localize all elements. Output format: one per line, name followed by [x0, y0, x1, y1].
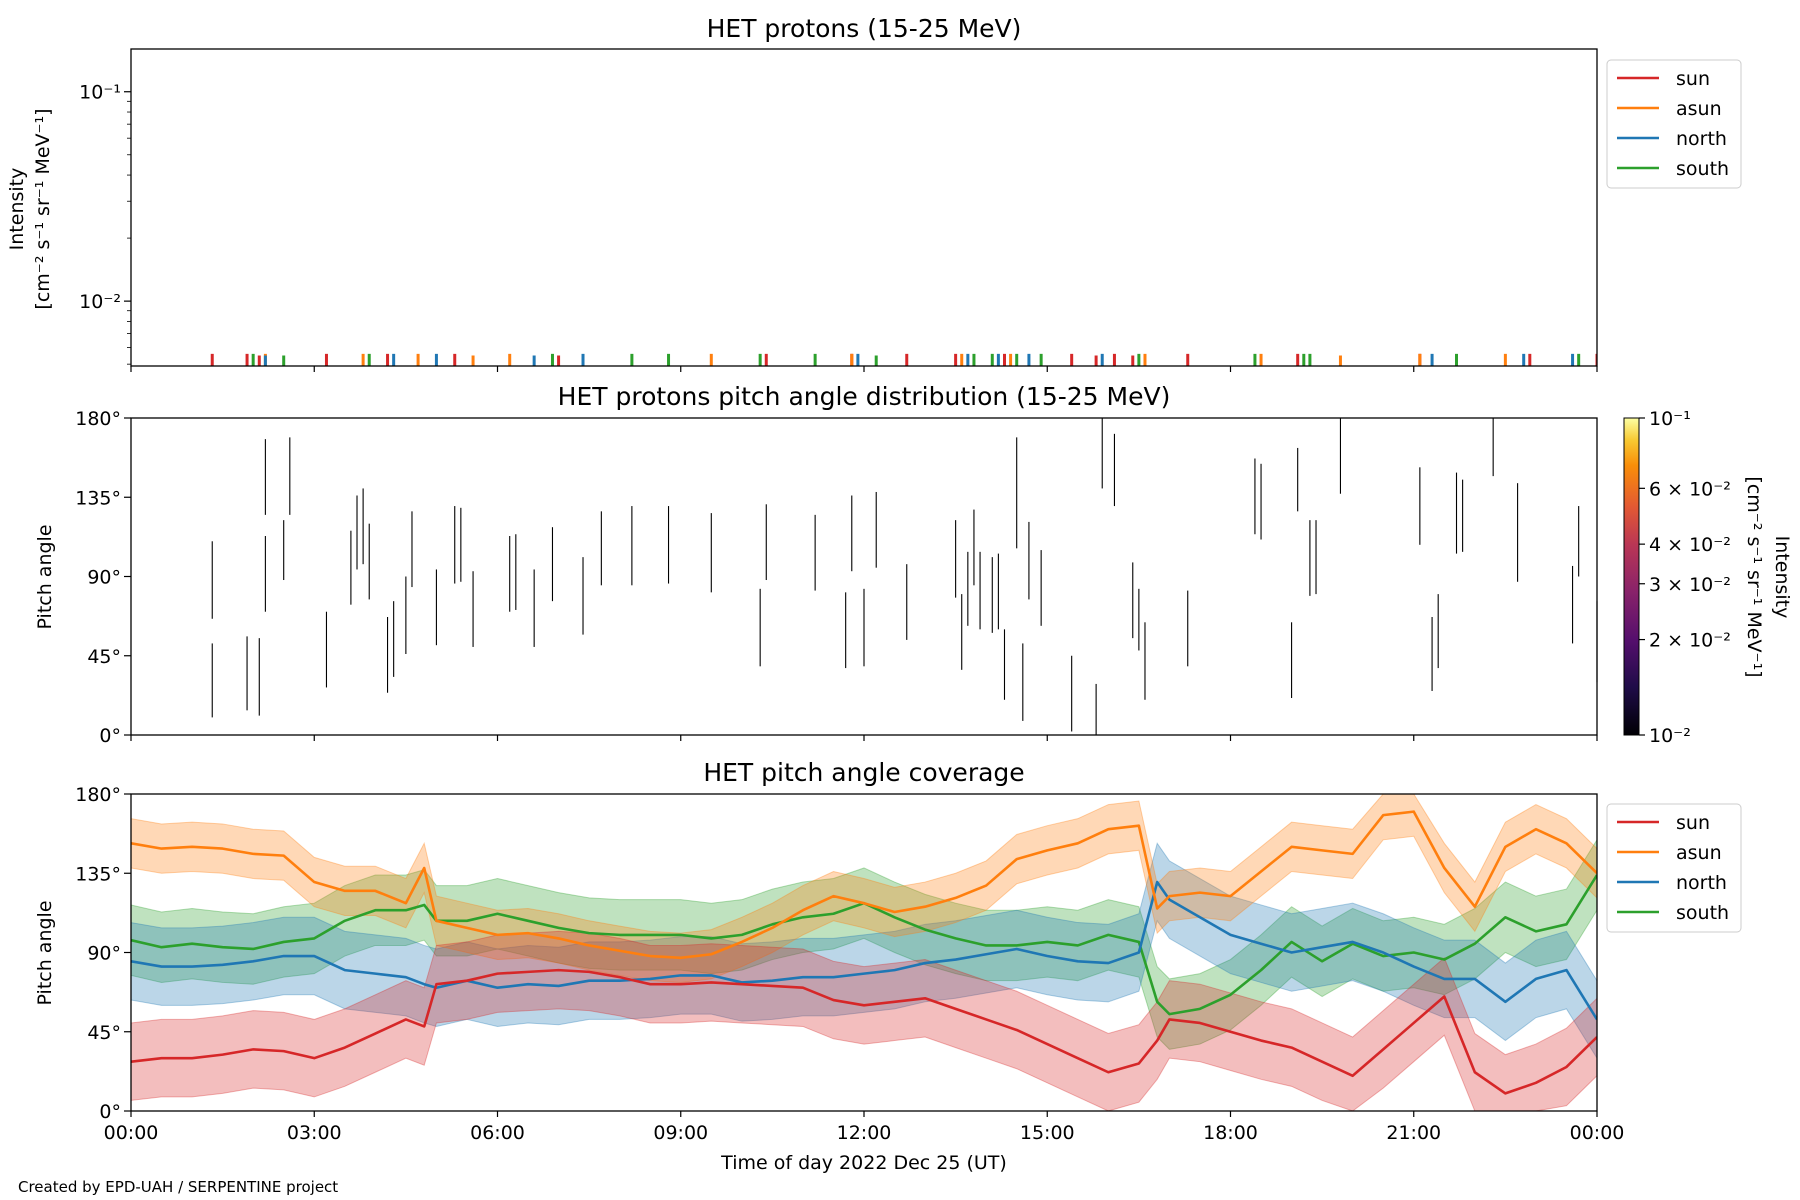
- panel1-title: HET protons (15-25 MeV): [707, 14, 1022, 43]
- legend3-north-label: north: [1676, 872, 1727, 894]
- panel-pad: HET protons pitch angle distribution (15…: [34, 382, 1793, 747]
- x-tick-label-6: 18:00: [1203, 1122, 1258, 1144]
- p2-ytick-label-4: 180°: [75, 408, 121, 430]
- x-tick-label-1: 03:00: [287, 1122, 342, 1144]
- p1-ytick-label-1: 10⁻²: [79, 291, 121, 313]
- legend1-asun-label: asun: [1676, 98, 1722, 120]
- x-tick-label-2: 06:00: [470, 1122, 525, 1144]
- coverage-band-south: [131, 838, 1597, 1050]
- p1-ytick-label-0: 10⁻¹: [79, 82, 121, 104]
- colorbar-tick-label-0: 10⁻¹: [1649, 408, 1691, 430]
- panel2-ylabel: Pitch angle: [34, 524, 56, 629]
- legend3-asun-label: asun: [1676, 842, 1722, 864]
- panel-intensity: HET protons (15-25 MeV) 10⁻¹ 10⁻² Intensi…: [6, 14, 1742, 372]
- coverage-band-sun: [131, 930, 1597, 1111]
- p2-ytick-label-2: 90°: [87, 567, 121, 589]
- x-tick-label-0: 00:00: [104, 1122, 159, 1144]
- colorbar-tick-label-4: 2 × 10⁻²: [1649, 630, 1731, 652]
- panel1-ylabel: Intensity: [6, 168, 28, 251]
- x-tick-label-8: 00:00: [1570, 1122, 1625, 1144]
- coverage-line-sun: [131, 968, 1597, 1095]
- panel2-title: HET protons pitch angle distribution (15…: [558, 382, 1171, 411]
- panel3-legend: sun asun north south: [1606, 803, 1742, 933]
- p3-ytick-label-4: 180°: [75, 784, 121, 806]
- colorbar-tick-label-2: 4 × 10⁻²: [1649, 534, 1731, 556]
- p2-ytick-label-0: 0°: [99, 725, 121, 747]
- panel-coverage: HET pitch angle coverage 0° 45° 90° 135° 180…: [34, 758, 1742, 1174]
- x-tick-label-3: 09:00: [653, 1122, 708, 1144]
- p3-ytick-label-2: 90°: [87, 943, 121, 965]
- panel1-legend: sun asun north south: [1606, 59, 1742, 189]
- colorbar-tick-label-1: 6 × 10⁻²: [1649, 478, 1731, 500]
- p2-ytick-label-3: 135°: [75, 487, 121, 509]
- legend1-south-label: south: [1676, 158, 1729, 180]
- x-tick-label-5: 15:00: [1020, 1122, 1075, 1144]
- x-tick-label-7: 21:00: [1386, 1122, 1441, 1144]
- p3-ytick-label-3: 135°: [75, 863, 121, 885]
- panel3-ylabel: Pitch angle: [34, 900, 56, 1005]
- colorbar-units: [cm⁻² s⁻¹ sr⁻¹ MeV⁻¹]: [1743, 476, 1765, 677]
- x-tick-label-4: 12:00: [837, 1122, 892, 1144]
- colorbar: 10⁻¹ 6 × 10⁻² 4 × 10⁻² 3 × 10⁻² 2 × 10⁻² 10⁻²…: [1623, 408, 1793, 747]
- coverage-line-north: [131, 880, 1597, 1021]
- colorbar-tick-label-5: 10⁻²: [1649, 725, 1691, 747]
- colorbar-label: Intensity: [1771, 536, 1793, 619]
- legend1-sun-label: sun: [1676, 68, 1710, 90]
- colorbar-tick-label-3: 3 × 10⁻²: [1649, 574, 1731, 596]
- colorbar-gradient: [1623, 417, 1640, 736]
- p2-ytick-label-1: 45°: [87, 646, 121, 668]
- p3-ytick-label-0: 0°: [99, 1101, 121, 1123]
- legend3-south-label: south: [1676, 902, 1729, 924]
- coverage-line-asun: [131, 810, 1597, 960]
- panel3-title: HET pitch angle coverage: [703, 758, 1024, 787]
- footer-credit: Created by EPD-UAH / SERPENTINE project: [18, 1178, 338, 1196]
- legend1-north-label: north: [1676, 128, 1727, 150]
- x-axis-label: Time of day 2022 Dec 25 (UT): [720, 1152, 1007, 1174]
- panel1-frame: [130, 48, 1598, 367]
- legend3-sun-label: sun: [1676, 812, 1710, 834]
- panel1-yunits: [cm⁻² s⁻¹ sr⁻¹ MeV⁻¹]: [32, 108, 54, 309]
- p3-ytick-label-1: 45°: [87, 1022, 121, 1044]
